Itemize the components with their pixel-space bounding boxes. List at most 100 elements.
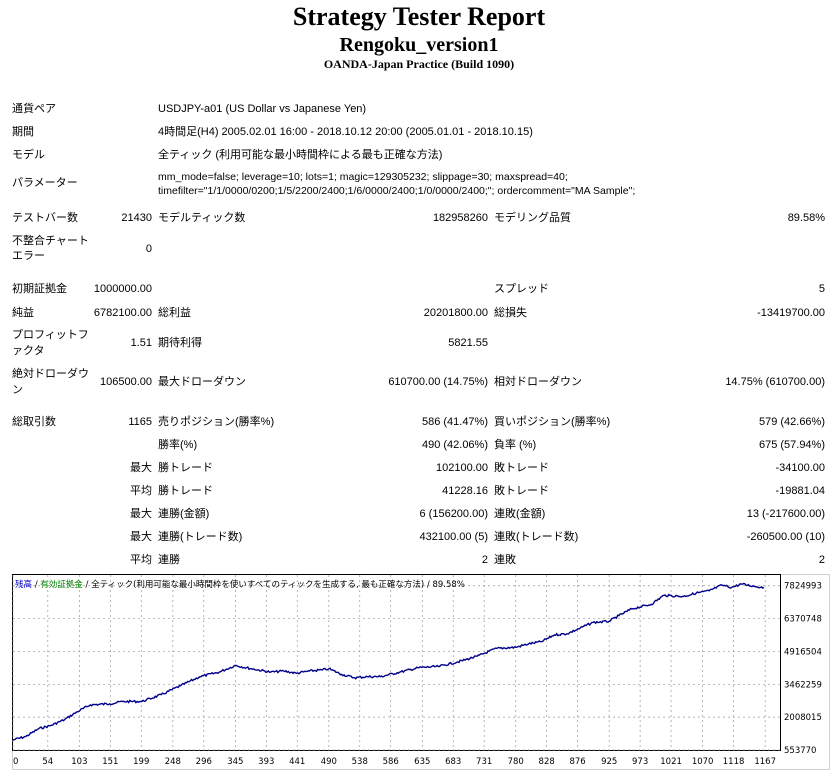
bars-label: テストバー数 xyxy=(12,212,78,224)
x-tick-label: 441 xyxy=(289,757,305,767)
x-tick-label: 538 xyxy=(352,757,368,767)
legend-equity: 有効証拠金 xyxy=(40,579,83,590)
deposit-label: 初期証拠金 xyxy=(12,283,67,295)
x-tick-label: 731 xyxy=(476,757,492,767)
ticks-value: 182958260 xyxy=(432,212,488,224)
profit-factor-label-line1: プロフィットフ xyxy=(12,329,89,341)
y-tick-label: 6370748 xyxy=(784,615,822,625)
x-tick-label: 296 xyxy=(196,757,212,767)
x-tick-label: 54 xyxy=(42,757,53,767)
max-consecutive-losses-money-label: 連敗(金額) xyxy=(494,508,546,520)
x-tick-label: 0 xyxy=(13,757,18,767)
x-tick-label: 199 xyxy=(133,757,149,767)
max-drawdown-value: 610700.00 (14.75%) xyxy=(388,376,488,388)
model-label: モデル xyxy=(12,149,45,161)
ticks-label: モデルティック数 xyxy=(158,212,246,224)
max-consecutive-loss-label: 連敗(トレード数) xyxy=(494,531,579,543)
max-consecutive-money-prefix: 最大 xyxy=(130,508,152,520)
average-prefix: 平均 xyxy=(130,485,152,497)
expected-payoff-label: 期待利得 xyxy=(158,337,202,349)
x-tick-label: 490 xyxy=(321,757,337,767)
net-profit-value: 6782100.00 xyxy=(93,307,152,319)
modeling-value: 89.58% xyxy=(787,212,825,224)
mismatch-label-line2: エラー xyxy=(12,250,45,262)
x-tick-label: 151 xyxy=(102,757,118,767)
average-consecutive-losses-value: 2 xyxy=(818,554,825,566)
y-tick-label: 3462259 xyxy=(784,680,822,690)
average-profit-value: 41228.16 xyxy=(442,485,488,497)
x-tick-label: 586 xyxy=(383,757,399,767)
max-consecutive-count-prefix: 最大 xyxy=(130,531,152,543)
balance-line xyxy=(12,582,765,741)
deposit-value: 1000000.00 xyxy=(93,283,152,295)
y-axis-ticks: 553770 2008015 3462259 4916504 6370748 782499… xyxy=(784,582,822,756)
report-title: Strategy Tester Report xyxy=(292,2,546,31)
gross-loss-label: 総損失 xyxy=(494,307,527,319)
mismatch-value: 0 xyxy=(145,243,152,255)
rel-drawdown-label: 相対ドローダウン xyxy=(494,376,582,388)
largest-prefix: 最大 xyxy=(130,462,152,474)
largest-profit-value: 102100.00 xyxy=(436,462,488,474)
profit-factor-label-line2: ァクタ xyxy=(12,345,45,357)
gross-profit-value: 20201800.00 xyxy=(423,307,488,319)
average-loss-value: -19881.04 xyxy=(775,485,825,497)
max-consecutive-wins-money-value: 6 (156200.00) xyxy=(419,508,489,520)
max-consecutive-wins-money-label: 連勝(金額) xyxy=(158,508,210,520)
symbol-value: USDJPY-a01 (US Dollar vs Japanese Yen) xyxy=(158,103,367,115)
x-tick-label: 1118 xyxy=(723,757,745,767)
max-consecutive-profit-label: 連勝(トレード数) xyxy=(158,531,243,543)
y-tick-label: 553770 xyxy=(784,746,816,756)
period-value: 4時間足(H4) 2005.02.01 16:00 - 2018.10.12 2… xyxy=(158,126,533,138)
long-positions-label: 買いポジション(勝率%) xyxy=(494,416,611,428)
x-tick-label: 248 xyxy=(165,757,181,767)
x-tick-label: 1167 xyxy=(754,757,776,767)
y-tick-label: 2008015 xyxy=(784,713,822,723)
abs-drawdown-label-line2: ン xyxy=(12,384,23,396)
bars-value: 21430 xyxy=(121,212,152,224)
spread-value: 5 xyxy=(818,283,825,295)
profit-trades-label: 勝率(%) xyxy=(158,439,198,451)
total-trades-label: 総取引数 xyxy=(12,416,56,428)
x-tick-label: 1070 xyxy=(692,757,714,767)
params-line-1: mm_mode=false; leverage=10; lots=1; magi… xyxy=(158,171,568,183)
server-name: OANDA-Japan Practice (Build 1090) xyxy=(323,57,515,71)
average-consecutive-wins-value: 2 xyxy=(481,554,488,566)
total-trades-value: 1165 xyxy=(128,416,152,428)
max-consecutive-losses-money-value: 13 (-217600.00) xyxy=(746,508,825,520)
y-tick-label: 4916504 xyxy=(784,647,822,657)
chart-plot-frame xyxy=(12,574,781,751)
loss-trades-value: 675 (57.94%) xyxy=(758,439,825,451)
y-tick-label: 7824993 xyxy=(784,582,822,592)
average-consecutive-losses-label: 連敗 xyxy=(494,554,516,566)
x-tick-label: 635 xyxy=(414,757,430,767)
x-tick-label: 345 xyxy=(227,757,243,767)
legend-separator: / xyxy=(32,580,40,590)
net-profit-label: 純益 xyxy=(12,307,34,319)
profit-trades-value: 490 (42.06%) xyxy=(421,439,488,451)
average-consecutive-wins-label: 連勝 xyxy=(158,554,180,566)
x-tick-label: 828 xyxy=(539,757,555,767)
max-consecutive-profit-value: 432100.00 (5) xyxy=(419,531,489,543)
largest-loss-value: -34100.00 xyxy=(775,462,825,474)
gross-loss-value: -13419700.00 xyxy=(757,307,825,319)
x-tick-label: 973 xyxy=(632,757,648,767)
mismatch-label-line1: 不整合チャート xyxy=(12,235,89,247)
x-tick-label: 683 xyxy=(445,757,461,767)
average-profit-label: 勝トレード xyxy=(158,485,213,497)
legend-balance: 残高 xyxy=(15,579,32,590)
average-consecutive-prefix: 平均 xyxy=(130,554,152,566)
average-loss-label: 敗トレード xyxy=(494,485,549,497)
abs-drawdown-label-line1: 絶対ドローダウ xyxy=(12,368,89,380)
params-line-2: timefilter="1/1/0000/0200;1/5/2200/2400;… xyxy=(158,185,636,197)
modeling-label: モデリング品質 xyxy=(494,212,571,224)
x-tick-label: 393 xyxy=(258,757,274,767)
x-tick-label: 876 xyxy=(569,757,585,767)
expected-payoff-value: 5821.55 xyxy=(448,337,488,349)
max-drawdown-label: 最大ドローダウン xyxy=(158,376,246,388)
largest-loss-label: 敗トレード xyxy=(494,462,549,474)
abs-drawdown-value: 106500.00 xyxy=(100,376,152,388)
params-label: パラメーター xyxy=(12,177,78,189)
balance-chart: 553770 2008015 3462259 4916504 6370748 782499… xyxy=(12,574,830,770)
gross-profit-label: 総利益 xyxy=(158,307,191,319)
rel-drawdown-value: 14.75% (610700.00) xyxy=(725,376,825,388)
